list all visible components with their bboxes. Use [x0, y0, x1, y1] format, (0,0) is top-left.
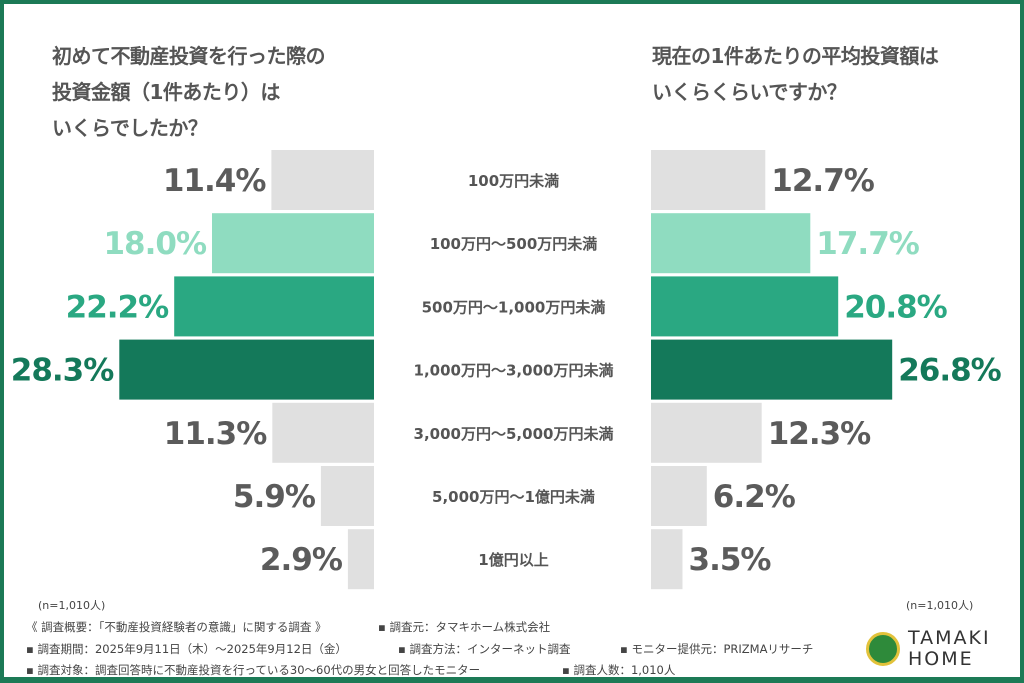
footer-method: ▪ 調査方法：インターネット調査	[398, 642, 571, 656]
left-sample-note: (n=1,010人)	[38, 599, 106, 612]
category-label: 5,000万円～1億円未満	[432, 488, 595, 506]
left-bar	[212, 213, 374, 274]
left-value-label: 11.3%	[164, 416, 267, 452]
footer-organizer: ▪ 調査元：タマキホーム株式会社	[378, 620, 551, 634]
right-bar	[651, 466, 707, 526]
footer-count: ▪ 調査人数：1,010人	[562, 663, 676, 677]
category-label: 1,000万円～3,000万円未満	[414, 362, 614, 380]
footer-period: ▪ 調査期間：2025年9月11日（木）～2025年9月12日（金）	[26, 642, 347, 656]
left-bar	[320, 466, 374, 526]
left-bar	[119, 339, 374, 400]
left-bar	[174, 276, 374, 337]
right-title-line: 現在の1件あたりの平均投資額は	[652, 44, 939, 68]
right-bar	[651, 213, 811, 274]
right-bar	[651, 339, 893, 400]
left-title-line: いくらでしたか？	[52, 116, 208, 140]
right-title-line: いくらくらいですか？	[652, 80, 847, 104]
footer-overview: 《 調査概要：「不動産投資経験者の意識」に関する調査 》	[26, 620, 327, 634]
left-title-line: 投資金額（1件あたり）は	[52, 80, 280, 104]
left-value-label: 18.0%	[103, 226, 206, 262]
right-value-label: 12.3%	[768, 416, 871, 452]
category-label: 100万円～500万円未満	[430, 235, 598, 253]
left-value-label: 11.4%	[163, 163, 266, 199]
left-value-label: 5.9%	[233, 479, 316, 515]
right-bar	[651, 276, 839, 337]
category-label: 3,000万円～5,000万円未満	[414, 425, 614, 443]
right-value-label: 20.8%	[844, 289, 947, 325]
tamaki-home-logo: TAMAKI HOME	[866, 628, 991, 670]
logo-text: HOME	[908, 648, 974, 670]
right-value-label: 17.7%	[816, 226, 919, 262]
right-bar	[651, 150, 766, 210]
category-label: 1億円以上	[478, 551, 548, 569]
right-sample-note: (n=1,010人)	[906, 599, 974, 612]
category-label: 500万円～1,000万円未満	[422, 298, 606, 316]
left-value-label: 2.9%	[260, 542, 343, 578]
right-value-label: 6.2%	[713, 479, 796, 515]
footer-target: ▪ 調査対象：調査回答時に不動産投資を行っている30～60代の男女と回答したモニ…	[26, 663, 481, 677]
logo-text: TAMAKI	[908, 627, 991, 649]
right-value-label: 3.5%	[689, 542, 772, 578]
left-value-label: 22.2%	[66, 289, 169, 325]
right-chart-title: 現在の1件あたりの平均投資額は いくらくらいですか？	[652, 38, 939, 110]
footer-monitor: ▪ モニター提供元：PRIZMAリサーチ	[620, 642, 814, 656]
right-value-label: 26.8%	[898, 353, 1001, 389]
right-bar	[651, 402, 762, 463]
right-value-label: 12.7%	[771, 163, 874, 199]
left-chart-title: 初めて不動産投資を行った際の 投資金額（1件あたり）は いくらでしたか？	[52, 38, 326, 146]
right-bar	[651, 529, 683, 590]
left-bar	[347, 529, 374, 590]
category-label: 100万円未満	[468, 172, 559, 190]
left-bar	[271, 150, 374, 210]
logo-house-icon	[866, 632, 900, 666]
left-title-line: 初めて不動産投資を行った際の	[52, 44, 326, 68]
left-bar	[272, 402, 374, 463]
left-value-label: 28.3%	[11, 353, 114, 389]
